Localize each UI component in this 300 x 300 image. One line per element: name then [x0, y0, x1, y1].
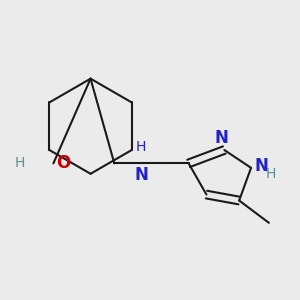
Text: O: O	[56, 154, 70, 172]
Text: N: N	[214, 129, 228, 147]
Text: H: H	[265, 167, 276, 181]
Text: H: H	[136, 140, 146, 154]
Text: H: H	[15, 156, 25, 170]
Text: N: N	[254, 157, 268, 175]
Text: N: N	[134, 166, 148, 184]
